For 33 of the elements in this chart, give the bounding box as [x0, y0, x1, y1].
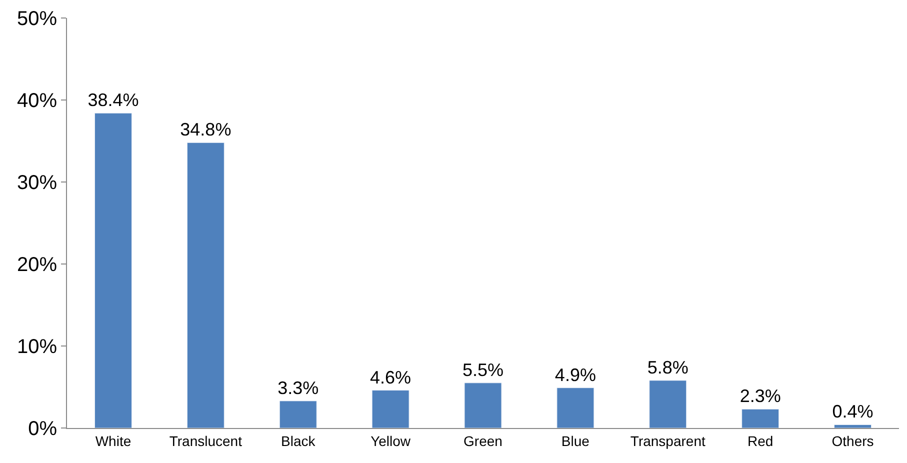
- y-tick-label: 30%: [16, 172, 58, 194]
- data-label: 2.3%: [740, 386, 781, 406]
- data-label: 4.6%: [370, 367, 412, 388]
- y-tick-label: 0%: [28, 418, 58, 440]
- x-tick-label: Blue: [561, 432, 590, 449]
- data-label: 5.8%: [647, 357, 688, 378]
- y-tick-label: 10%: [16, 336, 58, 358]
- data-label: 38.4%: [88, 90, 139, 110]
- x-tick-label: Green: [464, 432, 502, 449]
- x-tick-label: Red: [747, 432, 774, 449]
- data-label: 0.4%: [832, 402, 874, 422]
- data-label: 4.9%: [554, 364, 596, 385]
- y-tick-label: 50%: [16, 8, 58, 30]
- x-tick-label: Black: [280, 432, 316, 449]
- bar: [94, 112, 132, 428]
- y-tick-label: 40%: [16, 90, 58, 112]
- bar: [372, 390, 410, 428]
- x-tick-label: Others: [832, 432, 874, 449]
- bar: [649, 380, 687, 428]
- data-label: 5.5%: [462, 360, 504, 380]
- bar: [186, 142, 224, 428]
- bar: [464, 382, 502, 428]
- data-label: 34.8%: [180, 120, 232, 140]
- x-tick-label: Yellow: [370, 432, 412, 449]
- y-tick-label: 20%: [16, 254, 58, 276]
- x-tick-label: Transparent: [630, 432, 706, 449]
- bar: [556, 388, 594, 428]
- bar: [834, 424, 872, 428]
- data-label: 3.3%: [278, 378, 319, 398]
- x-tick-label: White: [95, 432, 132, 449]
- bar: [742, 408, 780, 428]
- x-tick-label: Translucent: [169, 432, 242, 449]
- bar: [279, 400, 317, 428]
